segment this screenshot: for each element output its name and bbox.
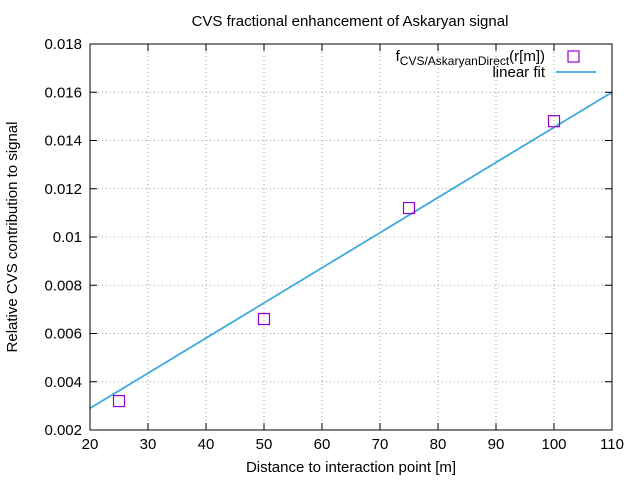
data-point bbox=[547, 115, 561, 128]
legend-label-tail: (r[m]) bbox=[509, 48, 545, 65]
data-point bbox=[402, 201, 416, 215]
legend-label-points: fCVS/AskaryanDirect(r[m]) bbox=[396, 48, 545, 68]
y-tick-label: 0.002 bbox=[44, 422, 82, 439]
y-axis-ticks: 0.002 0.004 0.006 0.008 0.01 0.012 0.014 0.016 0… bbox=[44, 36, 612, 439]
y-axis-label: Relative CVS contribution to signal bbox=[4, 122, 21, 353]
legend-label-sub: CVS/AskaryanDirect bbox=[400, 54, 510, 68]
fit-line-layer bbox=[89, 91, 613, 410]
data-point bbox=[257, 312, 271, 326]
x-tick-label: 40 bbox=[198, 436, 215, 453]
x-tick-label: 110 bbox=[600, 436, 624, 453]
legend-label-fit: linear fit bbox=[492, 64, 545, 81]
x-tick-label: 90 bbox=[488, 436, 505, 453]
y-tick-label: 0.004 bbox=[44, 374, 82, 391]
fit-line bbox=[89, 91, 613, 410]
x-tick-label: 30 bbox=[140, 436, 157, 453]
x-tick-label: 100 bbox=[541, 436, 566, 453]
legend-marker-square bbox=[567, 50, 580, 63]
x-axis-ticks: 20 30 40 50 60 70 80 90 100 110 bbox=[82, 44, 624, 453]
legend: fCVS/AskaryanDirect(r[m]) linear fit bbox=[396, 48, 596, 81]
y-tick-label: 0.006 bbox=[44, 326, 82, 343]
x-tick-label: 70 bbox=[372, 436, 389, 453]
y-tick-label: 0.01 bbox=[53, 229, 82, 246]
data-point bbox=[112, 394, 126, 408]
legend-label-main: f bbox=[396, 48, 401, 65]
chart-title: CVS fractional enhancement of Askaryan s… bbox=[192, 13, 509, 30]
x-tick-label: 80 bbox=[430, 436, 447, 453]
y-tick-label: 0.014 bbox=[44, 133, 82, 150]
y-tick-label: 0.008 bbox=[44, 277, 82, 294]
grid-lines bbox=[90, 44, 612, 430]
y-tick-label: 0.012 bbox=[44, 181, 82, 198]
y-tick-label: 0.016 bbox=[44, 84, 82, 101]
x-tick-label: 50 bbox=[256, 436, 273, 453]
x-axis-label: Distance to interaction point [m] bbox=[246, 459, 456, 476]
x-tick-label: 20 bbox=[82, 436, 99, 453]
y-tick-label: 0.018 bbox=[44, 36, 82, 53]
data-points-layer bbox=[112, 115, 561, 408]
x-tick-label: 60 bbox=[314, 436, 331, 453]
